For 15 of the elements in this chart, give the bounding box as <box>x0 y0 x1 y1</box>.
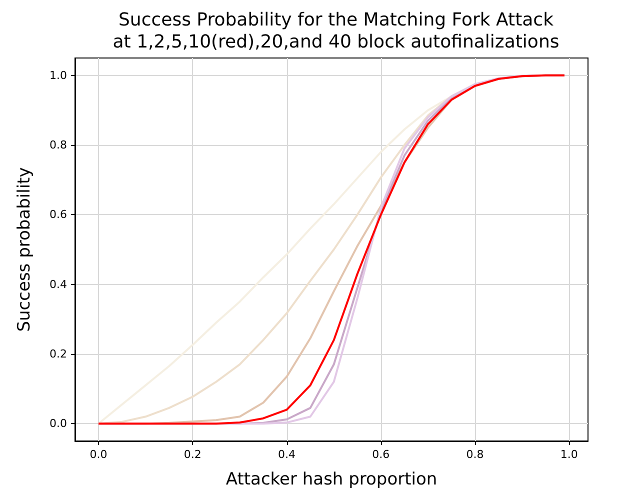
x-tick-label: 0.2 <box>184 448 202 461</box>
x-tick-label: 0.8 <box>466 448 484 461</box>
y-tick-label: 0.6 <box>50 208 67 222</box>
y-tick-label: 0.0 <box>50 417 67 430</box>
x-tick-label: 0.4 <box>278 448 296 461</box>
y-tick-label: 1.0 <box>50 68 67 82</box>
y-tick-label: 0.2 <box>50 347 67 360</box>
chart-title: Success Probability for the Matching Fork Attack at 1,2,5,10(red),20,and 40 block autofinalizations <box>112 10 560 52</box>
y-tick-label: 0.4 <box>50 278 67 291</box>
x-tick-label: 0.0 <box>90 448 108 461</box>
x-axis-title: Attacker hash proportion <box>226 470 438 490</box>
y-axis-title: Success probability <box>14 167 34 332</box>
x-tick-label: 1.0 <box>560 448 578 461</box>
x-tick-label: 0.6 <box>372 448 390 461</box>
y-tick-label: 0.8 <box>50 138 67 152</box>
